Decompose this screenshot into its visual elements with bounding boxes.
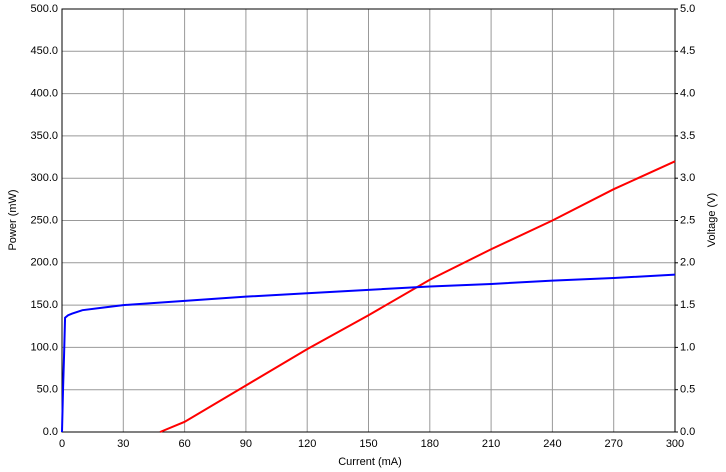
y-tick-label: 150.0 [30, 299, 58, 311]
x-tick-label: 210 [482, 438, 500, 450]
y2-tick-label: 5.0 [680, 3, 695, 15]
series-line [61, 273, 676, 433]
y-tick-label: 50.0 [37, 384, 58, 396]
y-tick-label: 200.0 [30, 257, 58, 269]
x-tick-label: 270 [605, 438, 623, 450]
y-tick-label: 450.0 [30, 45, 58, 57]
y2-tick-label: 2.5 [680, 214, 695, 226]
y2-tick-label: 4.5 [680, 45, 695, 57]
y-tick-label: 500.0 [30, 3, 58, 15]
y-tick-label: 250.0 [30, 214, 58, 226]
y2-tick-label: 3.0 [680, 172, 695, 184]
x-tick-label: 60 [178, 438, 190, 450]
y-tick-label: 350.0 [30, 130, 58, 142]
y2-tick-label: 0.0 [680, 426, 695, 438]
plot-frame [61, 8, 676, 433]
x-tick-label: 90 [240, 438, 252, 450]
y-tick-label: 0.0 [43, 426, 58, 438]
y2-axis-label: Voltage (V) [706, 193, 718, 247]
x-tick-label: 0 [59, 438, 65, 450]
y2-tick-label: 1.5 [680, 299, 695, 311]
x-tick-label: 150 [359, 438, 377, 450]
y2-tick-label: 0.5 [680, 384, 695, 396]
y2-tick-label: 4.0 [680, 88, 695, 100]
y2-tick-label: 1.0 [680, 341, 695, 353]
y-tick-label: 300.0 [30, 172, 58, 184]
x-tick-label: 240 [543, 438, 561, 450]
y2-tick-label: 3.5 [680, 130, 695, 142]
y-tick-label: 400.0 [30, 88, 58, 100]
x-tick-label: 180 [421, 438, 439, 450]
y2-tick-label: 2.0 [680, 257, 695, 269]
y-tick-label: 100.0 [30, 341, 58, 353]
x-tick-label: 300 [666, 438, 684, 450]
x-tick-label: 120 [298, 438, 316, 450]
series-line [159, 160, 676, 433]
x-axis-label: Current (mA) [338, 456, 402, 468]
x-tick-label: 30 [117, 438, 129, 450]
y-axis-label: Power (mW) [7, 189, 19, 250]
